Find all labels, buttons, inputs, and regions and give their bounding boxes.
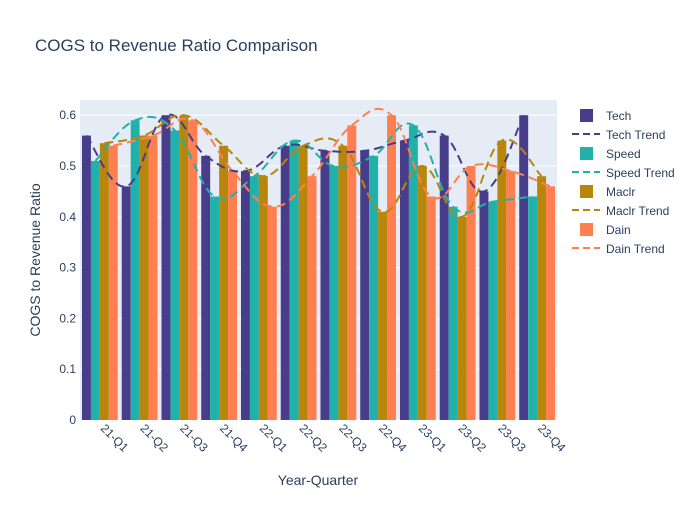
y-axis-label: COGS to Revenue Ratio [27,183,43,337]
x-ticks-group: 21-Q1 21-Q2 21-Q3 21-Q4 22-Q1 22-Q2 22-Q3 22-Q4… [98,421,569,455]
bar-dain [307,176,317,420]
y-tick-label: 0.1 [59,362,76,376]
x-tick-label: 22-Q1 [257,421,291,455]
bar-tech [360,150,370,421]
y-tick-label: 0.4 [59,210,76,224]
legend-label-maclr[interactable]: Maclr [606,185,635,199]
bar-maclr [537,176,547,420]
x-tick-label: 21-Q3 [177,421,211,455]
trend-line-speed [94,115,533,214]
bar-dain [466,166,476,420]
bar-dain [267,206,277,420]
x-axis-label: Year-Quarter [278,472,359,488]
bar-maclr [417,166,427,420]
bar-maclr [378,211,388,420]
bar-dain [108,145,118,420]
bar-dain [506,171,516,420]
bar-dain [546,186,556,420]
bar-speed [329,166,339,420]
bar-speed [488,201,498,420]
legend-label-speed[interactable]: Speed [606,147,641,161]
bar-tech [519,115,529,420]
bar-tech [439,135,449,421]
bar-speed [289,140,299,420]
bar-maclr [457,216,467,420]
bar-speed [170,130,180,420]
bar-maclr [99,143,109,420]
gridlines [80,114,557,421]
bar-dain [387,115,397,420]
x-tick-label: 21-Q2 [138,421,172,455]
chart-title: COGS to Revenue Ratio Comparison [35,36,318,55]
y-tick-label: 0 [69,413,76,427]
bar-tech [320,150,330,421]
bar-tech [161,115,171,420]
bar-dain [188,120,198,421]
bar-dain [347,125,357,421]
legend-trend-label-tech[interactable]: Tech Trend [606,128,665,142]
trend-lines-group [85,107,551,218]
plot-background [80,100,557,420]
bar-speed [528,196,538,420]
bar-maclr [179,115,189,420]
bar-dain [228,171,238,420]
legend-trend-label-speed[interactable]: Speed Trend [606,166,675,180]
bar-tech [280,145,290,420]
x-tick-label: 22-Q4 [376,421,410,455]
legend-label-dain[interactable]: Dain [606,223,631,237]
bar-speed [408,125,418,421]
bar-maclr [139,135,149,421]
bar-dain [148,135,158,421]
bars-group [81,115,556,421]
bar-speed [448,206,458,420]
bar-speed [210,196,220,420]
legend-label-tech[interactable]: Tech [606,109,631,123]
trend-line-tech [85,113,525,193]
x-tick-label: 21-Q1 [98,421,132,455]
trend-line-maclr [104,114,543,218]
y-tick-label: 0.5 [59,159,76,173]
x-tick-label: 22-Q2 [297,421,331,455]
y-tick-label: 0.6 [59,108,76,122]
x-tick-label: 21-Q4 [217,421,251,455]
bar-speed [130,120,140,421]
bar-tech [201,155,211,420]
y-tick-label: 0.3 [59,261,76,275]
bar-maclr [298,145,308,420]
bar-tech [81,135,91,421]
bar-dain [426,196,436,420]
legend-swatch-maclr[interactable] [580,185,593,198]
bar-tech [479,191,489,420]
bar-maclr [497,140,507,420]
legend-trend-label-maclr[interactable]: Maclr Trend [606,204,669,218]
legend-trend-label-dain[interactable]: Dain Trend [606,242,665,256]
bar-maclr [219,145,229,420]
bar-speed [249,176,259,420]
legend-swatch-speed[interactable] [580,147,593,160]
legend-swatch-tech[interactable] [580,109,593,122]
legend: Tech Tech Trend Speed Speed Trend Maclr Maclr… [572,109,675,256]
trend-line-dain [113,107,551,208]
y-tick-label: 0.2 [59,311,76,325]
y-ticks-group: 0 0.1 0.2 0.3 0.4 0.5 0.6 [59,108,76,427]
x-tick-label: 23-Q3 [495,421,529,455]
bar-speed [369,155,379,420]
bar-tech [121,186,131,420]
bar-maclr [258,176,268,420]
bar-maclr [338,145,348,420]
x-tick-label: 23-Q4 [535,421,569,455]
bar-tech [240,171,250,420]
legend-swatch-dain[interactable] [580,223,593,236]
x-tick-label: 23-Q2 [456,421,490,455]
x-tick-label: 23-Q1 [416,421,450,455]
bar-tech [399,140,409,420]
x-tick-label: 22-Q3 [336,421,370,455]
bar-speed [90,160,100,420]
